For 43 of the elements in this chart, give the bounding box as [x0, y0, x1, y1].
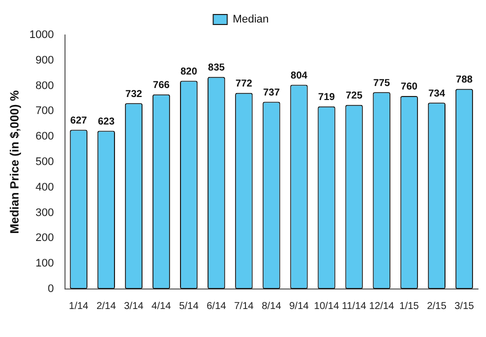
data-label: 820 — [180, 66, 198, 78]
data-label: 775 — [373, 78, 390, 89]
y-tick-label: 800 — [36, 80, 54, 92]
data-label: 772 — [236, 78, 253, 90]
x-tick-label: 8/14 — [262, 300, 282, 312]
data-label: 725 — [346, 90, 363, 102]
y-tick-label: 500 — [36, 156, 54, 168]
data-label: 627 — [70, 115, 88, 126]
y-tick-label: 100 — [36, 258, 54, 270]
x-tick-label: 1/15 — [399, 300, 420, 312]
x-tick-label: 10/14 — [314, 300, 340, 312]
y-tick-label: 400 — [36, 181, 54, 194]
y-tick-label: 200 — [36, 232, 54, 244]
y-tick-label: 600 — [36, 130, 54, 143]
y-axis-title: Median Price (in $,000) % — [8, 90, 22, 234]
y-tick-label: 300 — [36, 206, 54, 219]
data-label: 766 — [152, 80, 170, 92]
data-label: 737 — [263, 88, 280, 99]
data-label: 732 — [125, 88, 143, 100]
x-tick-label: 12/14 — [369, 300, 395, 312]
data-label: 835 — [208, 62, 226, 74]
data-label: 788 — [456, 74, 474, 86]
x-tick-label: 2/15 — [426, 300, 447, 312]
y-tick-label: 0 — [48, 283, 54, 296]
y-tick-label: 700 — [36, 105, 54, 118]
legend-label: Median — [232, 14, 269, 26]
x-tick-label: 1/14 — [68, 300, 89, 312]
data-label: 760 — [400, 82, 418, 93]
data-label: 623 — [98, 116, 115, 128]
data-label: 719 — [318, 92, 336, 104]
y-tick-label: 1000 — [29, 29, 54, 42]
x-tick-label: 6/14 — [206, 300, 227, 312]
x-tick-label: 9/14 — [289, 300, 310, 312]
x-tick-label: 2/14 — [96, 300, 116, 312]
y-tick-label: 900 — [36, 54, 54, 66]
data-label: 734 — [428, 88, 446, 100]
data-label: 804 — [290, 70, 308, 82]
x-tick-label: 7/14 — [234, 300, 254, 312]
x-tick-label: 5/14 — [179, 300, 199, 312]
x-tick-label: 4/14 — [152, 300, 172, 312]
x-tick-label: 3/14 — [124, 300, 144, 312]
x-tick-label: 3/15 — [454, 300, 474, 312]
x-tick-label: 11/14 — [342, 300, 367, 312]
